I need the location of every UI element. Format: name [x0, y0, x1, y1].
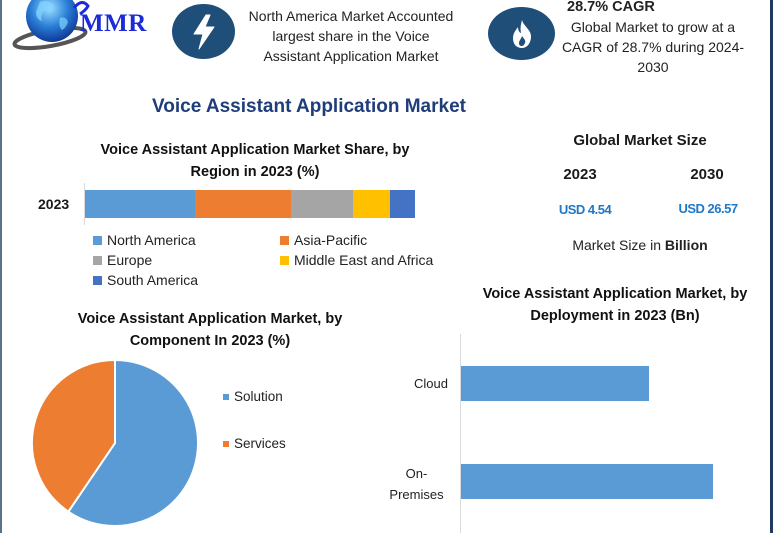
highlight-line: Global Market to grow at a [570, 19, 736, 35]
region-stacked-bar [85, 190, 415, 218]
market-year-2030: 2030 [690, 166, 724, 183]
globe-icon [12, 0, 90, 51]
lightning-bolt-icon [172, 4, 235, 59]
chart-title-line: Voice Assistant Application Market, by [77, 311, 343, 327]
market-value-2030: USD 26.57 [678, 201, 738, 216]
market-year-2023: 2023 [563, 166, 597, 183]
legend-label: North America [107, 232, 196, 248]
legend-swatch [280, 255, 289, 265]
page-title: Voice Assistant Application Market [152, 96, 466, 117]
market-size-unit-note: Market Size in Billion [530, 237, 750, 253]
legend-south-america: South America [93, 272, 198, 288]
highlight-cagr: 28.7% CAGR Global Market to grow at a CA… [553, 0, 753, 77]
segment-middle-east-africa [352, 190, 390, 218]
legend-swatch [93, 275, 102, 285]
bar-label-cloud: Cloud [390, 373, 448, 394]
legend-label: Europe [107, 252, 153, 268]
mmr-logo: MMR [10, 0, 160, 52]
bar-cloud [461, 366, 650, 401]
region-chart-title: Voice Assistant Application Market Share… [60, 139, 450, 183]
highlight-line: 2030 [637, 59, 669, 75]
highlight-line: Assistant Application Market [263, 48, 439, 64]
bar-on-premises [461, 464, 713, 499]
chart-title-line: Voice Assistant Application Market, by [482, 286, 748, 302]
pie-slice-services [31, 358, 116, 514]
chart-title-line: Deployment in 2023 (Bn) [530, 308, 700, 324]
chart-title-line: Voice Assistant Application Market Share… [100, 142, 410, 158]
deployment-chart-title: Voice Assistant Application Market, by D… [460, 283, 770, 327]
highlight-line: CAGR of 28.7% during 2024- [561, 39, 745, 55]
deployment-chart-axis [460, 334, 461, 533]
legend-asia-pacific: Asia-Pacific [280, 232, 367, 248]
cagr-title: 28.7% CAGR [567, 0, 655, 15]
legend-solution: Solution [223, 389, 283, 404]
global-market-size-title: Global Market Size [573, 132, 707, 149]
bar-label-line: On- [405, 466, 428, 481]
legend-services: Services [223, 436, 286, 451]
bar-label-line: Cloud [414, 376, 448, 391]
legend-label: Middle East and Africa [294, 252, 434, 268]
segment-south-america [389, 190, 415, 218]
chart-title-line: Component In 2023 (%) [129, 333, 291, 349]
component-pie-chart [31, 358, 199, 527]
region-chart-category: 2023 [38, 196, 70, 212]
legend-north-america: North America [93, 232, 196, 248]
bar-label-on-premises: On- Premises [385, 463, 448, 505]
pie-slice-solution [66, 358, 199, 527]
segment-europe [290, 190, 353, 218]
note-unit: Billion [664, 237, 708, 253]
legend-middle-east-africa: Middle East and Africa [280, 252, 433, 268]
region-chart-axis [84, 183, 85, 225]
component-chart-title: Voice Assistant Application Market, by C… [40, 308, 380, 352]
note-prefix: Market Size in [572, 237, 665, 253]
legend-label: Services [234, 436, 286, 451]
chart-title-line: Region in 2023 (%) [190, 164, 320, 180]
segment-north-america [85, 190, 195, 218]
segment-asia-pacific [194, 190, 291, 218]
legend-swatch [93, 255, 102, 265]
highlight-line: North America Market Accounted [248, 8, 454, 24]
highlight-line: largest share in the Voice [272, 28, 430, 44]
legend-label: Asia-Pacific [294, 232, 368, 248]
legend-swatch [93, 235, 102, 245]
highlight-north-america: North America Market Accounted largest s… [236, 6, 466, 66]
legend-europe: Europe [93, 252, 152, 268]
market-value-2023: USD 4.54 [558, 202, 612, 217]
legend-label: Solution [234, 389, 283, 404]
legend-swatch [223, 393, 229, 400]
legend-swatch [223, 440, 229, 447]
logo-text: MMR [80, 10, 147, 37]
flame-icon [488, 7, 555, 60]
bar-label-line: Premises [389, 487, 444, 502]
legend-swatch [280, 235, 289, 245]
legend-label: South America [107, 272, 199, 288]
